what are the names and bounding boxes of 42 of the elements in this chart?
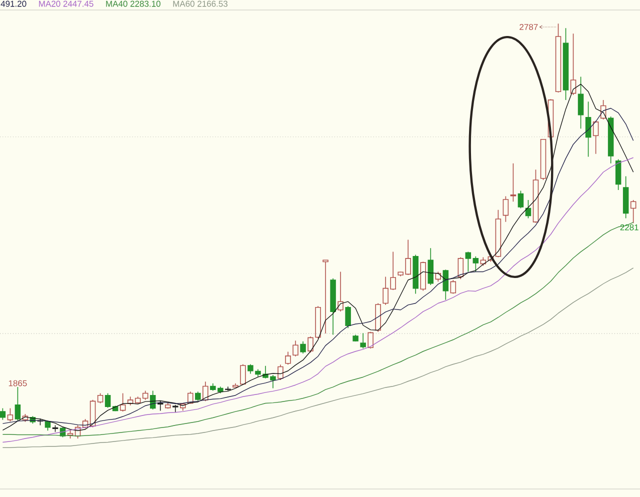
candlestick — [578, 76, 584, 129]
annotation: 2787 — [520, 24, 538, 30]
candlestick — [157, 400, 164, 412]
candlestick — [330, 278, 336, 336]
annotation: 2281 — [620, 224, 638, 230]
candlestick — [172, 404, 178, 413]
candlestick — [622, 176, 629, 219]
candlestick — [592, 120, 599, 154]
candlestick — [562, 28, 569, 100]
candlestick — [532, 169, 539, 224]
candlestick — [300, 341, 306, 354]
candlestick — [14, 386, 21, 422]
candlestick — [472, 256, 479, 272]
text: MA20 2447.45 — [39, 0, 94, 7]
candlestick — [502, 196, 509, 222]
text: 491.20 — [0, 0, 26, 7]
candlestick — [585, 101, 592, 158]
candlestick — [465, 251, 472, 272]
candlestick — [442, 269, 449, 300]
text: MA40 2283.10 — [106, 0, 160, 7]
candlestick — [285, 351, 291, 366]
candlestick — [360, 332, 366, 349]
candlestick — [510, 163, 516, 202]
candlestick — [412, 254, 418, 294]
text: MA60 2166.53 — [173, 0, 228, 7]
candlestick — [120, 392, 126, 412]
candlestick — [630, 200, 636, 224]
candlestick — [495, 209, 502, 258]
candlestick — [195, 391, 201, 402]
candlestick — [292, 340, 298, 357]
candlestick — [322, 260, 328, 334]
candlestick — [278, 364, 284, 380]
candlestick — [570, 33, 576, 96]
candlestick — [428, 248, 434, 286]
candlestick — [608, 116, 614, 164]
candlestick — [555, 23, 562, 93]
candlestick — [338, 271, 344, 312]
candlestick — [435, 271, 442, 282]
candlestick — [375, 302, 381, 332]
candlestick — [202, 381, 208, 402]
annotation: 1865 — [8, 380, 27, 386]
candlestick — [225, 386, 231, 392]
